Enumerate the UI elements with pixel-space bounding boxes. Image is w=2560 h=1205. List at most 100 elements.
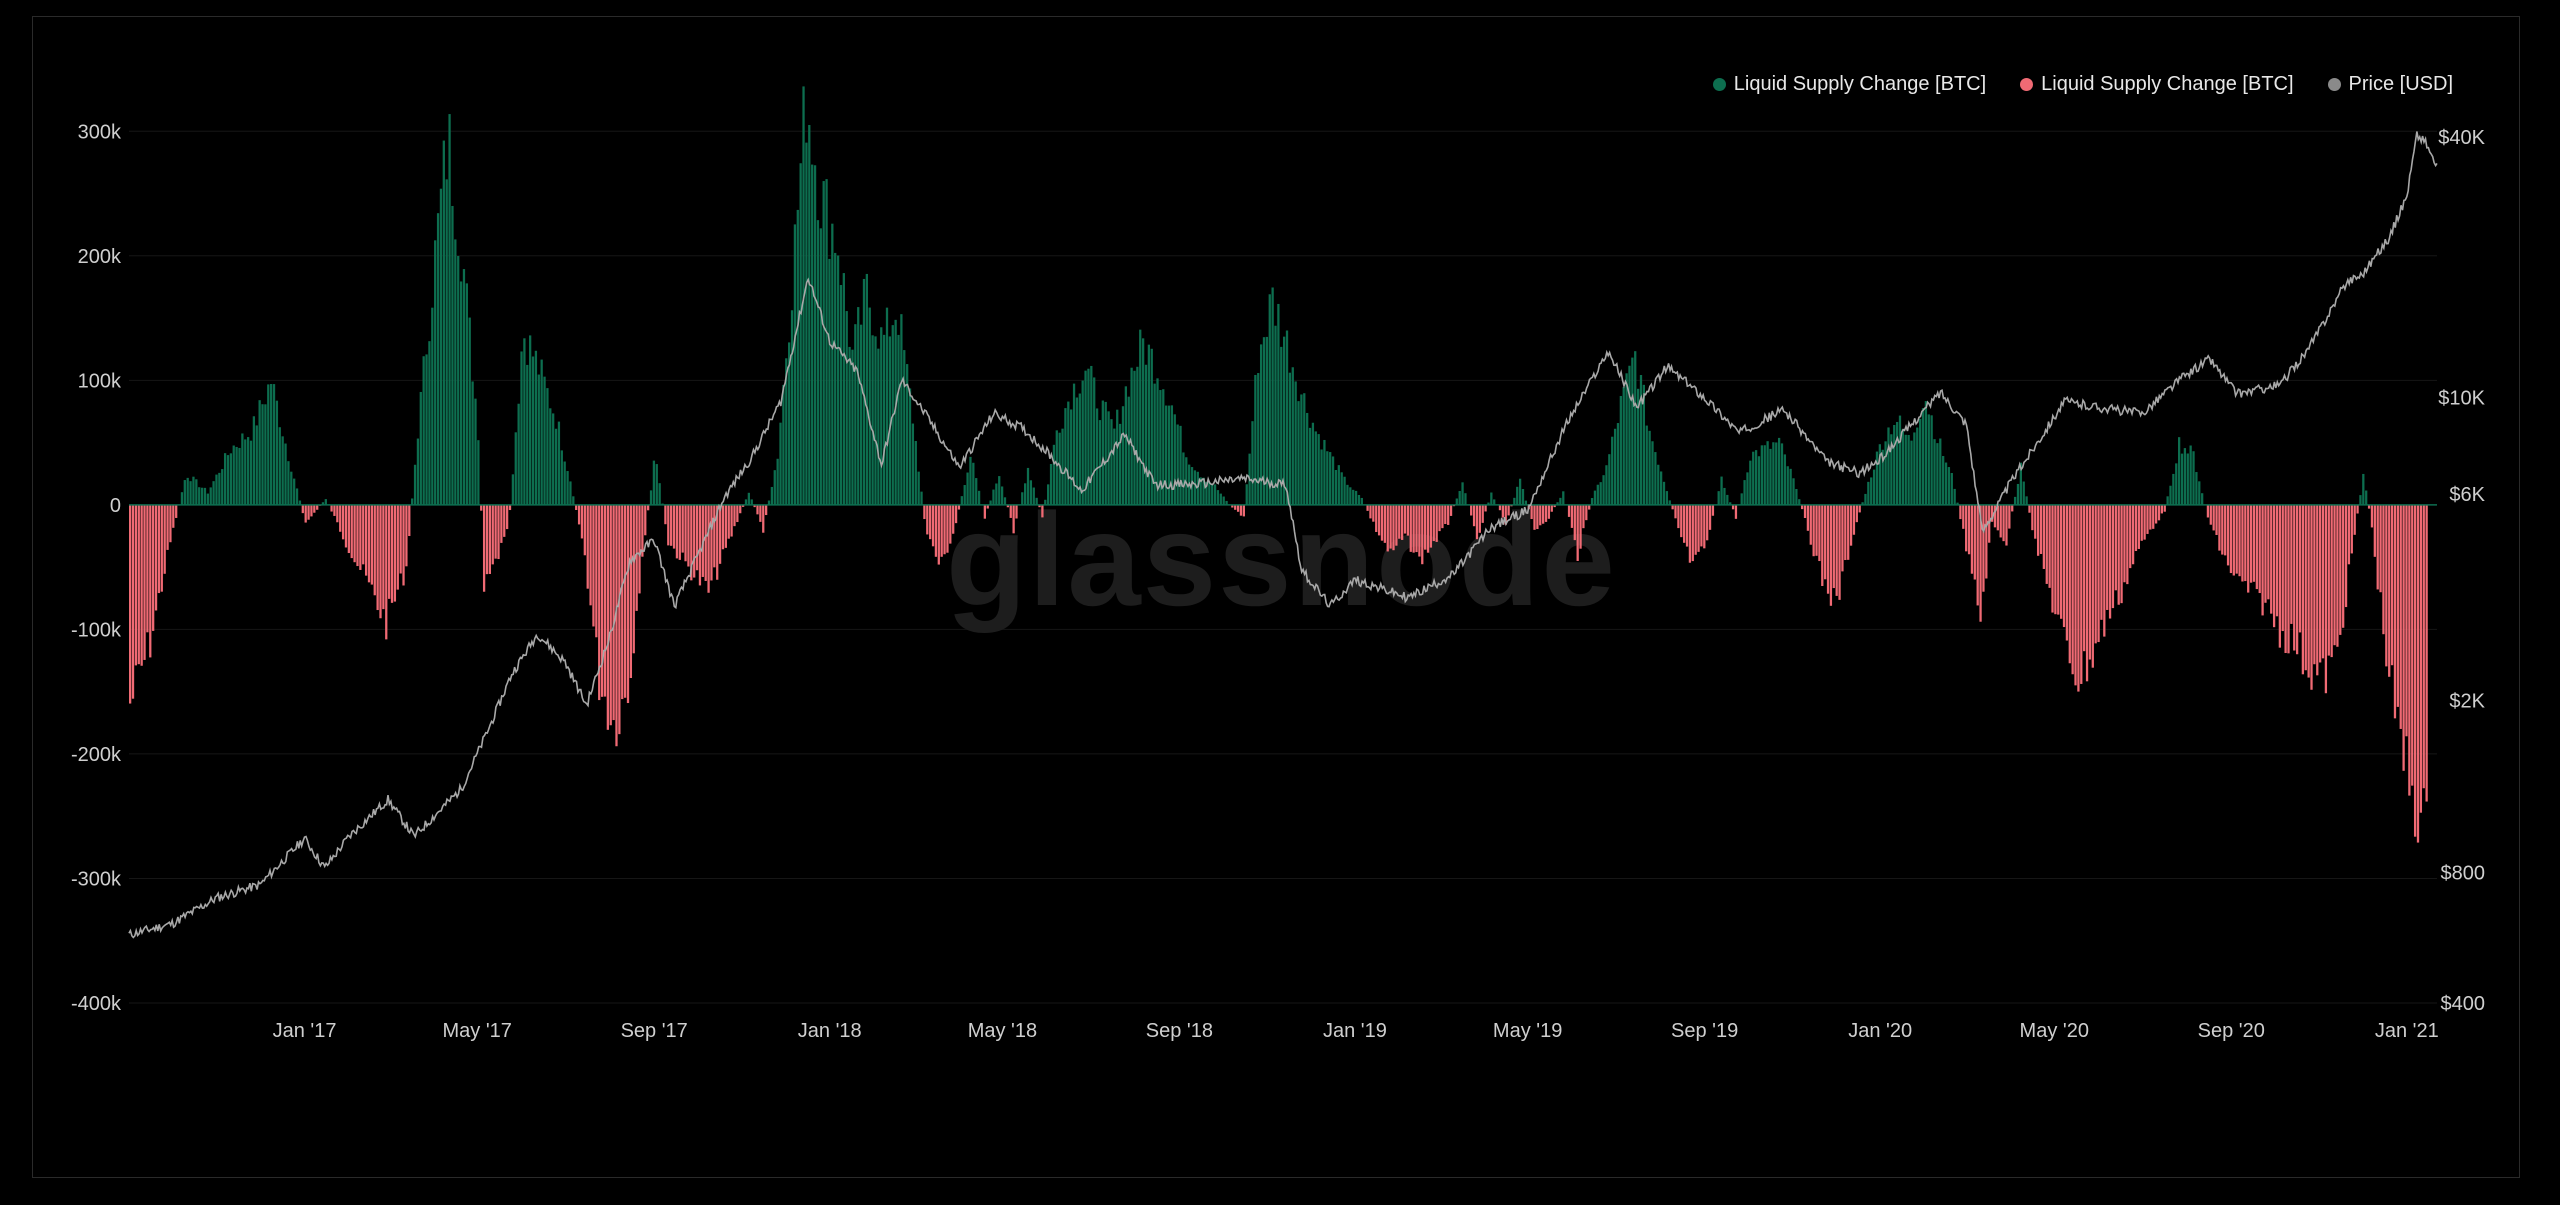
supply-bar-positive [1360,497,1363,505]
supply-bar-negative [2405,504,2408,737]
supply-bar-positive [1904,434,1907,505]
supply-bar-positive [854,324,857,505]
price-line [128,131,2438,939]
supply-bar-positive [917,471,920,505]
supply-bar-positive [1052,444,1056,505]
supply-bar-negative [606,504,609,730]
supply-bar-negative [1694,504,1697,555]
supply-bar-positive [2201,493,2204,505]
supply-bar-positive [1101,400,1104,505]
supply-bar-positive [1766,441,1769,505]
supply-bar-negative [1979,504,1982,622]
supply-bar-negative [1844,504,1847,561]
supply-bar-positive [1608,454,1611,505]
supply-bar-positive [1605,465,1608,505]
supply-bar-negative [1006,504,1010,508]
supply-bar-positive [799,163,802,505]
supply-bar-negative [163,504,166,574]
supply-bar-positive [649,490,653,505]
legend-item-supply-negative[interactable]: Liquid Supply Change [BTC] [2020,73,2294,96]
supply-bar-negative [505,504,509,530]
supply-bar-positive [975,478,978,505]
supply-bar-negative [1806,504,1810,531]
supply-bar-negative [2411,504,2414,786]
supply-bar-positive [871,335,874,505]
supply-bar-positive [1613,428,1617,505]
supply-bar-positive [2022,481,2025,505]
supply-bar-negative [2062,504,2066,628]
supply-bar-positive [1211,484,1214,505]
supply-bar-positive [894,319,897,505]
supply-bar-negative [1012,504,1015,534]
supply-bar-negative [344,504,348,548]
supply-bar-negative [330,504,333,512]
supply-bar-positive [1265,336,1269,505]
supply-bar-positive [1775,442,1778,505]
supply-bar-negative [1573,504,1576,541]
supply-bar-positive [1095,408,1099,505]
supply-bar-negative [2388,504,2391,677]
supply-bar-positive [790,310,794,505]
supply-bar-negative [1369,504,1372,519]
supply-bar-positive [255,425,258,505]
supply-bar-positive [1093,377,1096,505]
supply-bar-positive [1274,325,1277,505]
supply-bar-positive [459,281,463,505]
supply-bar-positive [1950,473,1953,505]
supply-bar-positive [1268,294,1271,505]
supply-bar-positive [900,314,903,505]
supply-bar-positive [1956,502,1959,505]
supply-bar-negative [2137,504,2140,549]
supply-bar-positive [1127,396,1130,505]
x-tick-label: Jan '17 [273,1020,337,1042]
supply-bar-negative [586,504,589,589]
supply-bar-positive [1628,365,1631,505]
y-right-tick-label: $40K [2438,127,2485,149]
supply-bar-positive [1487,502,1490,505]
supply-bar-positive [241,433,244,505]
legend-item-supply-positive[interactable]: Liquid Supply Change [BTC] [1712,73,1986,96]
supply-bar-negative [1236,504,1240,512]
supply-bar-positive [1323,439,1326,505]
supply-bar-negative [718,504,722,564]
supply-bar-positive [232,445,235,505]
supply-bar-negative [157,504,161,594]
supply-bar-negative [1412,504,1415,553]
supply-bar-positive [1723,487,1726,505]
supply-bar-negative [2094,504,2097,644]
supply-bar-negative [1697,504,1700,552]
supply-bar-positive [1757,456,1761,505]
supply-bar-negative [1700,504,1703,547]
supply-bar-negative [313,504,316,513]
supply-bar-positive [523,338,526,505]
supply-bar-positive [1346,484,1349,505]
supply-bar-negative [2301,504,2305,675]
supply-bar-positive [834,252,837,505]
supply-bar-positive [298,500,302,505]
supply-bar-positive [1898,415,1902,505]
supply-bar-negative [2241,504,2244,582]
supply-bar-positive [1590,498,1594,505]
supply-bar-positive [995,483,998,505]
supply-bar-positive [422,356,425,505]
supply-bar-negative [1818,504,1821,562]
supply-bar-positive [1182,452,1185,505]
supply-bar-negative [2048,504,2051,588]
supply-bar-negative [2097,504,2100,643]
supply-bar-negative [1703,504,1706,549]
supply-bar-positive [1023,483,1027,505]
supply-bar-positive [554,428,558,505]
legend-item-price[interactable]: Price [USD] [2327,73,2453,96]
supply-bar-negative [598,504,601,701]
supply-bar-negative [2031,504,2034,531]
supply-bar-positive [1150,348,1153,505]
supply-bar-negative [503,504,506,537]
supply-bar-negative [2163,504,2166,512]
supply-bar-negative [2117,504,2120,605]
supply-bar-positive [1170,405,1174,505]
y-axis-left: 300k 200k 100k 0 -100k -200k -300k -400k [71,121,122,1015]
supply-bar-positive [1216,490,1220,505]
supply-bar-negative [1544,504,1548,522]
supply-bar-negative [2416,504,2420,843]
y-axis-right: $40K $10K $6K $2K $800 $400 [2438,127,2485,1015]
